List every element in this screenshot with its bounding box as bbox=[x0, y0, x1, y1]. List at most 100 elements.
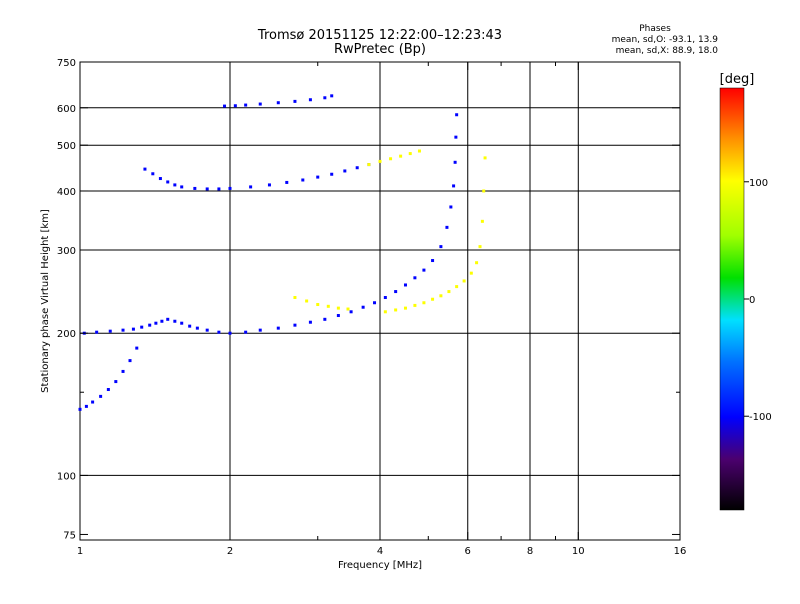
data-point bbox=[330, 172, 334, 176]
data-point bbox=[349, 310, 353, 314]
data-point bbox=[383, 296, 387, 300]
grid-lines bbox=[80, 62, 680, 540]
data-point bbox=[301, 178, 305, 182]
data-point bbox=[276, 101, 280, 105]
data-point bbox=[78, 407, 82, 411]
y-tick-label: 400 bbox=[57, 187, 76, 198]
colorbar bbox=[719, 87, 745, 511]
phase-stats-o: mean, sd,O: -93.1, 13.9 bbox=[612, 35, 719, 45]
data-point bbox=[143, 167, 147, 171]
data-point bbox=[482, 189, 486, 193]
data-point bbox=[373, 301, 377, 305]
data-point bbox=[276, 326, 280, 330]
data-point bbox=[293, 323, 297, 327]
data-point bbox=[158, 177, 162, 181]
data-point bbox=[131, 327, 135, 331]
data-point bbox=[228, 331, 232, 335]
data-points bbox=[78, 94, 487, 411]
data-point bbox=[455, 285, 459, 289]
y-tick-label: 500 bbox=[57, 141, 76, 152]
data-point bbox=[151, 172, 155, 176]
data-point bbox=[193, 186, 197, 190]
y-tick-label: 600 bbox=[57, 104, 76, 115]
x-tick-label: 4 bbox=[377, 546, 383, 557]
data-point bbox=[217, 187, 221, 191]
data-point bbox=[180, 185, 184, 189]
data-point bbox=[462, 279, 466, 283]
data-point bbox=[422, 268, 426, 272]
data-point bbox=[95, 330, 99, 334]
data-point bbox=[453, 160, 457, 164]
data-point bbox=[233, 104, 237, 108]
data-point bbox=[244, 330, 248, 334]
x-tick-label: 16 bbox=[674, 546, 687, 557]
data-point bbox=[323, 317, 327, 321]
data-point bbox=[166, 180, 170, 184]
chart-title-line1: Tromsø 20151125 12:22:00–12:23:43 bbox=[257, 28, 502, 43]
colorbar-tick-label: -100 bbox=[749, 412, 772, 423]
data-point bbox=[439, 245, 443, 249]
data-point bbox=[84, 404, 88, 408]
data-point bbox=[195, 326, 199, 330]
colorbar-tick-label: 0 bbox=[749, 295, 755, 306]
data-point bbox=[160, 319, 164, 323]
data-point bbox=[316, 175, 320, 179]
data-point bbox=[106, 388, 110, 392]
y-tick-label: 200 bbox=[57, 329, 76, 340]
data-point bbox=[323, 96, 327, 100]
data-point bbox=[326, 304, 330, 308]
y-tick-label: 75 bbox=[63, 530, 76, 541]
data-point bbox=[408, 152, 412, 156]
data-point bbox=[308, 98, 312, 102]
data-point bbox=[205, 328, 209, 332]
data-point bbox=[403, 283, 407, 287]
data-point bbox=[140, 325, 144, 329]
data-point bbox=[258, 328, 262, 332]
data-point bbox=[173, 319, 177, 323]
data-point bbox=[258, 102, 262, 106]
data-point bbox=[343, 169, 347, 173]
x-axis-ticks: 1 2 4 6 8 10 16 bbox=[77, 62, 687, 557]
data-point bbox=[399, 154, 403, 158]
data-point bbox=[389, 157, 393, 161]
data-point bbox=[355, 166, 359, 170]
data-point bbox=[413, 276, 417, 280]
data-point bbox=[394, 308, 398, 312]
data-point bbox=[452, 184, 456, 188]
data-point bbox=[108, 329, 112, 333]
data-point bbox=[166, 317, 170, 321]
data-point bbox=[249, 185, 253, 189]
data-point bbox=[285, 180, 289, 184]
x-tick-label: 10 bbox=[572, 546, 585, 557]
data-point bbox=[293, 99, 297, 103]
data-point bbox=[394, 290, 398, 294]
data-point bbox=[361, 305, 365, 309]
data-point bbox=[180, 321, 184, 325]
data-point bbox=[403, 306, 407, 310]
data-point bbox=[91, 400, 95, 404]
data-point bbox=[223, 104, 227, 108]
data-point bbox=[413, 303, 417, 307]
data-point bbox=[469, 271, 473, 275]
y-axis-ticks: 75 100 200 300 400 500 600 750 bbox=[57, 58, 680, 541]
chart-title-line2: RwPretec (Bp) bbox=[334, 42, 426, 57]
y-tick-label: 100 bbox=[57, 471, 76, 482]
phase-stats-x: mean, sd,X: 88.9, 18.0 bbox=[616, 46, 719, 56]
colorbar-ticks: 100 0 -100 bbox=[744, 178, 772, 423]
data-point bbox=[417, 149, 421, 153]
data-point bbox=[121, 369, 125, 373]
data-point bbox=[455, 113, 459, 117]
data-point bbox=[422, 301, 426, 305]
data-point bbox=[217, 330, 221, 334]
y-tick-label: 750 bbox=[57, 58, 76, 69]
data-point bbox=[293, 296, 297, 300]
data-point bbox=[431, 297, 435, 301]
data-point bbox=[135, 346, 139, 350]
data-point bbox=[267, 183, 271, 187]
data-point bbox=[439, 294, 443, 298]
data-point bbox=[346, 307, 350, 311]
data-point bbox=[336, 306, 340, 310]
data-point bbox=[475, 261, 479, 265]
